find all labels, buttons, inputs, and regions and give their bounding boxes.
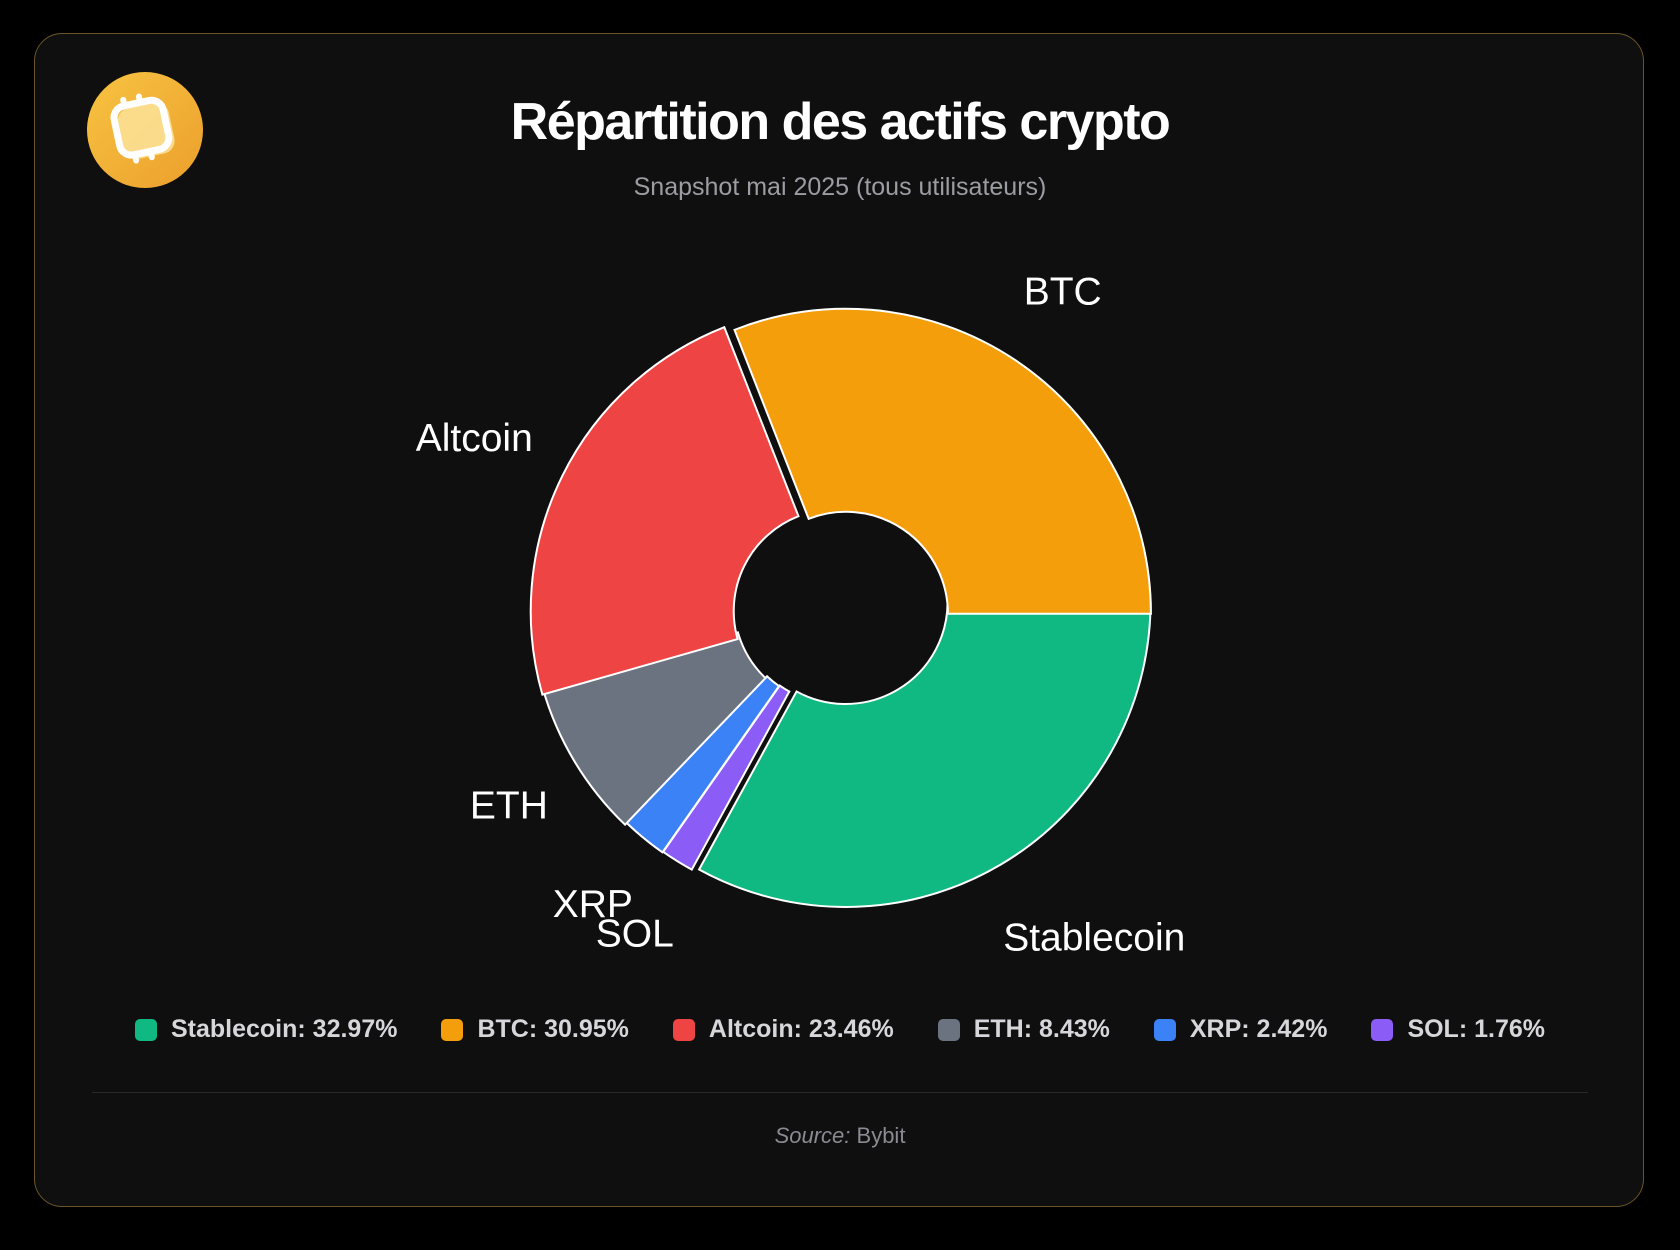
legend-swatch-btc: [441, 1018, 464, 1041]
slice-label-sol: SOL: [596, 912, 674, 955]
legend-swatch-sol: [1371, 1018, 1394, 1041]
source-value: Bybit: [856, 1123, 906, 1148]
legend-swatch-altcoin: [672, 1018, 695, 1041]
slice-label-altcoin: Altcoin: [416, 417, 533, 460]
legend-label-altcoin: Altcoin: 23.46%: [708, 1015, 894, 1043]
legend-item-sol[interactable]: SOL: 1.76%: [1371, 1015, 1545, 1044]
slice-altcoin[interactable]: [529, 325, 800, 696]
bybit-logo-icon: [87, 72, 203, 188]
slice-stablecoin[interactable]: [697, 600, 1152, 908]
legend-item-stablecoin[interactable]: Stablecoin: 32.97%: [134, 1015, 398, 1044]
footer-divider: [92, 1092, 1588, 1093]
source-label: Source:: [774, 1123, 851, 1148]
slice-label-eth: ETH: [470, 785, 548, 828]
logo-glyph: [110, 93, 175, 164]
legend-item-altcoin[interactable]: Altcoin: 23.46%: [672, 1015, 894, 1044]
legend-label-stablecoin: Stablecoin: 32.97%: [170, 1015, 398, 1043]
slice-xrp[interactable]: [625, 674, 781, 854]
legend-item-xrp[interactable]: XRP: 2.42%: [1153, 1015, 1328, 1044]
slice-label-stablecoin: Stablecoin: [1003, 917, 1185, 960]
legend-label-xrp: XRP: 2.42%: [1189, 1015, 1328, 1043]
source-note: Source: Bybit: [0, 1123, 1680, 1149]
legend-swatch-stablecoin: [134, 1018, 157, 1041]
slice-label-xrp: XRP: [553, 883, 633, 926]
legend-label-btc: BTC: 30.95%: [477, 1015, 629, 1043]
legend-label-eth: ETH: 8.43%: [973, 1015, 1110, 1043]
slice-label-btc: BTC: [1024, 271, 1102, 314]
slice-btc[interactable]: [733, 307, 1152, 615]
legend-label-sol: SOL: 1.76%: [1407, 1015, 1545, 1043]
chart-legend: Stablecoin: 32.97% BTC: 30.95% Altcoin: 23…: [0, 1015, 1680, 1044]
legend-swatch-eth: [937, 1018, 960, 1041]
legend-item-btc[interactable]: BTC: 30.95%: [441, 1015, 629, 1044]
chart-title: Répartition des actifs crypto: [510, 93, 1171, 151]
chart-card: [34, 33, 1644, 1207]
chart-subtitle: Snapshot mai 2025 (tous utilisateurs): [633, 173, 1047, 201]
legend-item-eth[interactable]: ETH: 8.43%: [937, 1015, 1110, 1044]
legend-swatch-xrp: [1153, 1018, 1176, 1041]
